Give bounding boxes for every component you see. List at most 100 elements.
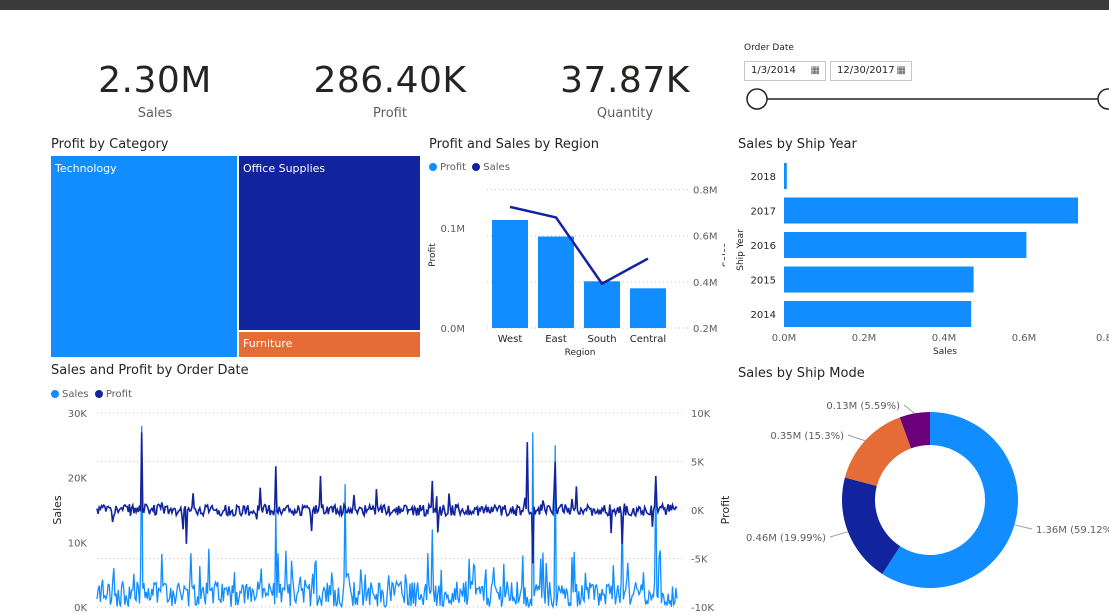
y-tick-label: 2016 — [751, 241, 776, 252]
region-chart-title: Profit and Sales by Region — [429, 137, 599, 152]
slider-end-handle[interactable] — [1097, 88, 1109, 110]
kpi-profit-value: 286.40K — [313, 60, 467, 101]
legend-sales[interactable]: Sales — [62, 389, 89, 400]
order-date-chart[interactable]: 0K 10K 20K 30K -10K -5K 0K 5K 10K Sales Profit — [45, 400, 735, 615]
bar-year-2017[interactable] — [784, 197, 1078, 224]
treemap-label: Office Supplies — [243, 162, 326, 175]
data-label: 0.35M (15.3%) — [770, 431, 844, 442]
leader-line — [829, 531, 849, 538]
leader-line — [1014, 524, 1033, 530]
legend-profit[interactable]: Profit — [105, 389, 132, 400]
kpi-sales-label: Sales — [137, 106, 173, 121]
y-axis-label-right: Sales — [722, 243, 725, 267]
donut-slice-2[interactable] — [842, 477, 901, 574]
x-tick-label: 0.6M — [1012, 333, 1037, 344]
legend-dot-profit — [429, 163, 437, 171]
y-axis-label-left: Profit — [428, 243, 438, 267]
treemap-label: Furniture — [243, 337, 293, 350]
treemap-cell-technology[interactable]: Technology — [51, 156, 237, 357]
y-tick-right: 0.2M — [693, 324, 718, 335]
legend-dot-sales — [472, 163, 481, 171]
x-axis-label: Region — [565, 348, 596, 358]
kpi-profit-label: Profit — [373, 106, 407, 121]
region-chart-legend: Profit Sales — [429, 162, 510, 173]
treemap-label: Technology — [55, 162, 117, 175]
top-bar — [0, 0, 1109, 10]
y-axis-label: Ship Year — [736, 229, 746, 271]
end-date-value: 12/30/2017 — [837, 65, 895, 76]
donut-slice-3[interactable] — [844, 417, 912, 486]
y-tick-right: -10K — [691, 603, 714, 614]
y-tick-right: 0.4M — [693, 278, 718, 289]
x-tick-label: 0.2M — [852, 333, 877, 344]
order-chart-legend: Sales Profit — [51, 389, 132, 400]
x-tick-label: West — [498, 334, 523, 345]
line-sales[interactable] — [509, 205, 649, 286]
bar-profit-west[interactable] — [492, 220, 528, 328]
y-tick-label: 2017 — [751, 207, 776, 218]
y-tick-left: 10K — [68, 538, 88, 549]
y-axis-label-right: Profit — [719, 495, 732, 524]
x-axis-label: Sales — [933, 347, 957, 357]
mode-chart-title: Sales by Ship Mode — [738, 366, 865, 381]
end-date-input[interactable]: 12/30/2017 ▦ — [830, 61, 912, 81]
y-tick-left: 0.1M — [440, 224, 465, 235]
line-profit[interactable] — [96, 432, 678, 564]
y-tick-right: 5K — [691, 458, 704, 469]
legend-dot-sales — [51, 390, 59, 398]
kpi-quantity-value: 37.87K — [560, 60, 690, 101]
treemap-cell-office-supplies[interactable]: Office Supplies — [239, 156, 420, 330]
y-tick-right: 0.6M — [693, 232, 718, 243]
bar-profit-south[interactable] — [584, 281, 620, 328]
kpi-quantity-label: Quantity — [596, 106, 654, 121]
y-tick-left: 20K — [68, 474, 88, 485]
line-sales[interactable] — [96, 425, 678, 610]
order-date-label: Order Date — [744, 43, 794, 53]
y-tick-label: 2015 — [751, 276, 776, 287]
x-tick-label: 0.4M — [932, 333, 957, 344]
bar-year-2016[interactable] — [784, 232, 1027, 258]
legend-dot-profit — [94, 390, 103, 398]
y-axis-label-left: Sales — [51, 495, 64, 525]
kpi-sales-value: 2.30M — [98, 60, 212, 101]
x-tick-label: South — [587, 334, 616, 345]
bar-profit-central[interactable] — [630, 288, 666, 328]
ship-year-chart[interactable]: 2018 2017 2016 2015 2014 0.0M 0.2M 0.4M 0.6M 0.8 S… — [735, 155, 1109, 360]
y-tick-left: 0.0M — [440, 324, 465, 335]
y-tick-right: 0K — [691, 506, 704, 517]
bar-profit-east[interactable] — [538, 236, 574, 329]
y-tick-right: -5K — [691, 555, 708, 566]
y-tick-right: 10K — [691, 409, 711, 420]
legend-sales[interactable]: Sales — [483, 162, 510, 173]
donut-slice-4[interactable] — [899, 412, 930, 449]
leader-line — [847, 434, 866, 442]
x-tick-label: 0.8 — [1096, 333, 1109, 344]
y-tick-label: 2018 — [751, 172, 776, 183]
calendar-icon[interactable]: ▦ — [896, 65, 906, 76]
x-tick-label: Central — [630, 334, 666, 345]
donut-slice-1[interactable] — [882, 412, 1018, 588]
date-range-slider[interactable] — [740, 86, 1109, 112]
data-label: 0.13M (5.59%) — [826, 401, 900, 412]
y-tick-right: 0.8M — [693, 186, 718, 197]
bar-year-2018[interactable] — [784, 163, 787, 189]
bar-year-2015[interactable] — [784, 266, 974, 293]
order-chart-title: Sales and Profit by Order Date — [51, 363, 249, 378]
leader-line — [903, 404, 915, 414]
treemap-title: Profit by Category — [51, 137, 169, 152]
treemap-cell-furniture[interactable]: Furniture — [239, 332, 420, 357]
x-tick-label: 0.0M — [772, 333, 797, 344]
year-chart-title: Sales by Ship Year — [738, 137, 857, 152]
data-label: 0.46M (19.99%) — [746, 533, 826, 544]
y-tick-left: 30K — [68, 409, 88, 420]
y-tick-left: 0K — [74, 603, 87, 614]
start-date-value: 1/3/2014 — [751, 65, 796, 76]
start-date-input[interactable]: 1/3/2014 ▦ — [744, 61, 826, 81]
bar-year-2014[interactable] — [784, 301, 972, 327]
ship-mode-donut[interactable]: 1.36M (59.12%) 0.46M (19.99%) 0.35M (15.3%… — [740, 385, 1109, 615]
slider-start-handle[interactable] — [746, 88, 768, 110]
calendar-icon[interactable]: ▦ — [810, 65, 820, 76]
data-label: 1.36M (59.12%) — [1036, 525, 1109, 536]
legend-profit[interactable]: Profit — [440, 162, 467, 173]
